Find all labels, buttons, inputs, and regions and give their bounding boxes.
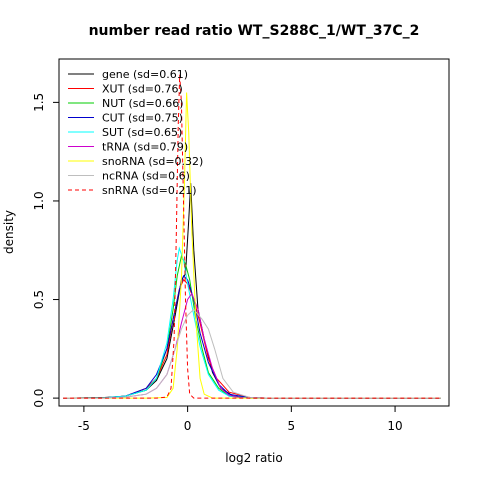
y-tick-label: 0.5 bbox=[32, 290, 46, 309]
x-tick-label: -5 bbox=[78, 419, 90, 433]
y-tick-label: 0.0 bbox=[32, 389, 46, 408]
legend-label: CUT (sd=0.75) bbox=[102, 112, 183, 125]
series-curves bbox=[63, 74, 441, 399]
series-line bbox=[63, 74, 441, 399]
series-line bbox=[63, 292, 441, 399]
legend-label: tRNA (sd=0.79) bbox=[102, 141, 188, 154]
legend: gene (sd=0.61) XUT (sd=0.76)NUT (sd=0.66)… bbox=[68, 68, 203, 197]
series-line bbox=[63, 254, 441, 399]
legend-label: NUT (sd=0.66) bbox=[102, 97, 184, 110]
legend-label: gene (sd=0.61) bbox=[102, 68, 188, 81]
y-tick-label: 1.0 bbox=[32, 191, 46, 210]
series-line bbox=[63, 183, 441, 399]
series-line bbox=[63, 278, 441, 399]
legend-label: SUT (sd=0.65) bbox=[102, 126, 182, 139]
chart-title: number read ratio WT_S288C_1/WT_37C_2 bbox=[89, 23, 420, 39]
series-line bbox=[63, 274, 441, 399]
legend-label: ncRNA (sd=0.6) bbox=[102, 170, 190, 183]
legend-label: XUT (sd=0.76) bbox=[102, 83, 183, 96]
legend-label: snRNA (sd=0.21) bbox=[102, 184, 197, 197]
y-tick-label: 1.5 bbox=[32, 93, 46, 112]
x-axis-label: log2 ratio bbox=[225, 451, 282, 465]
x-tick-label: 10 bbox=[387, 419, 402, 433]
series-line bbox=[63, 92, 441, 399]
legend-label: snoRNA (sd=0.32) bbox=[102, 155, 203, 168]
series-line bbox=[63, 308, 441, 399]
x-tick-label: 0 bbox=[184, 419, 192, 433]
series-line bbox=[63, 246, 441, 399]
x-tick-label: 5 bbox=[288, 419, 296, 433]
y-axis: 0.0 0.5 1.0 1.5 bbox=[32, 93, 60, 408]
x-axis: -5 0 5 10 bbox=[78, 405, 403, 433]
y-axis-label: density bbox=[2, 210, 16, 254]
